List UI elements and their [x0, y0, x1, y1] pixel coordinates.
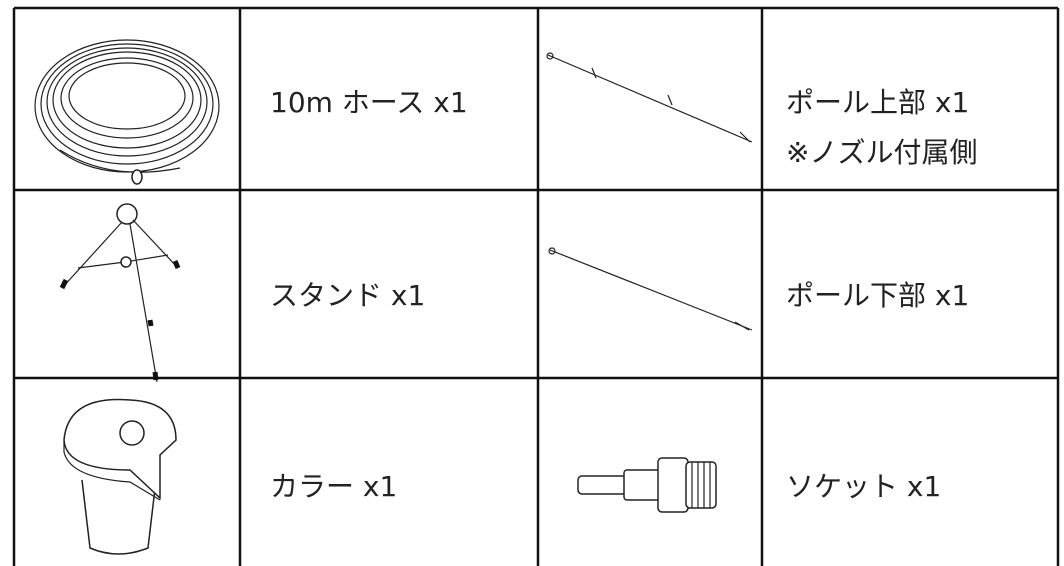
table-grid [12, 6, 1060, 566]
item-label: スタンド x1 [270, 279, 425, 312]
socket-illustration [577, 457, 717, 513]
stand-illustration [59, 203, 181, 383]
pole-upper-illustration [546, 52, 753, 143]
item-label: 10m ホース x1 [270, 86, 468, 119]
item-label: カラー x1 [270, 470, 397, 503]
item-label: ポール上部 x1 [786, 86, 969, 119]
pole-lower-illustration [548, 247, 753, 331]
collar-illustration [63, 398, 177, 555]
item-label: ソケット x1 [786, 470, 941, 503]
item-note: ※ノズル付属側 [786, 136, 977, 169]
item-label: ポール下部 x1 [786, 279, 969, 312]
hose-illustration [34, 39, 220, 185]
